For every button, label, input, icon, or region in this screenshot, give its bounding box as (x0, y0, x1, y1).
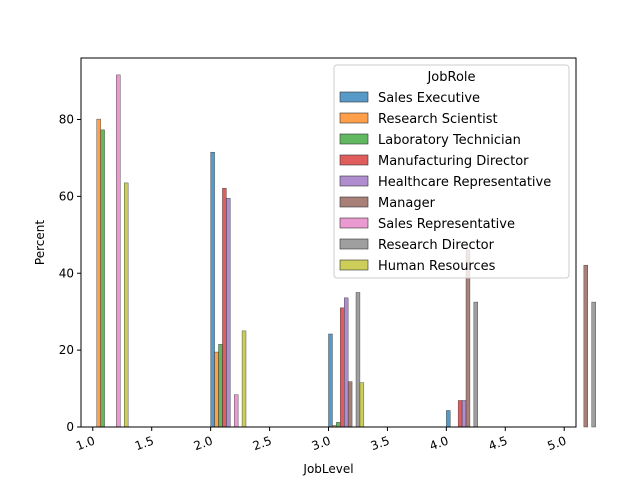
x-tick-label: 5.0 (545, 434, 568, 454)
y-tick-label: 80 (59, 113, 74, 127)
bar (359, 382, 365, 428)
legend-label: Healthcare Representative (378, 175, 551, 190)
x-tick-label: 3.5 (369, 434, 392, 454)
legend-swatch (339, 112, 369, 124)
bar (116, 74, 121, 428)
legend-label: Manager (378, 196, 436, 211)
bar (446, 410, 451, 428)
legend-swatch (339, 91, 369, 103)
legend-swatch (339, 259, 369, 271)
legend-label: Human Resources (378, 259, 496, 274)
y-tick-label: 0 (66, 420, 74, 434)
bar (100, 129, 105, 428)
bar (234, 394, 239, 428)
bar (124, 182, 129, 428)
legend-label: Sales Executive (378, 91, 480, 106)
y-tick-label: 40 (59, 266, 74, 280)
legend-swatch (339, 238, 369, 250)
bar (226, 198, 231, 428)
bar (336, 422, 341, 428)
legend-label: Laboratory Technician (378, 133, 521, 148)
x-tick-label: 2.5 (251, 434, 274, 454)
legend-swatch (339, 154, 369, 166)
bar (583, 264, 588, 428)
bar (222, 188, 227, 428)
y-axis-label: Percent (33, 220, 47, 265)
bar (347, 381, 353, 428)
bar (218, 344, 223, 428)
x-tick-label: 1.0 (74, 434, 97, 454)
x-tick-label: 1.5 (133, 434, 156, 454)
bar (344, 297, 349, 428)
legend-label: Manufacturing Director (378, 154, 529, 169)
bar (461, 400, 467, 428)
legend-label: Sales Representative (378, 217, 515, 232)
x-tick-label: 4.0 (428, 434, 451, 454)
x-tick-label: 4.5 (487, 434, 510, 454)
y-tick-label: 20 (59, 343, 74, 357)
legend: JobRole Sales Executive Research Scientis… (333, 64, 570, 279)
legend-swatch (339, 133, 369, 145)
bar (591, 301, 596, 428)
legend-box (333, 64, 570, 279)
y-tick-label: 60 (59, 189, 74, 203)
bar (210, 151, 215, 428)
legend-swatch (339, 217, 369, 229)
legend-items: Sales Executive Research Scientist Laborat… (339, 91, 551, 274)
bar (96, 118, 101, 428)
x-axis-label: JobLevel (302, 462, 353, 476)
x-tick-label: 3.0 (310, 434, 333, 454)
y-axis-ticks: 0 20 40 60 80 (59, 113, 81, 434)
legend-swatch (339, 175, 369, 187)
legend-swatch (339, 196, 369, 208)
bar (355, 292, 361, 428)
bar (457, 400, 463, 428)
x-axis-ticks: 1.0 1.5 2.0 2.5 3.0 3.5 4.0 4.5 5.0 (74, 427, 568, 453)
legend-label: Research Director (378, 238, 495, 253)
x-tick-label: 2.0 (192, 434, 215, 454)
legend-title: JobRole (426, 70, 475, 85)
bar (473, 301, 478, 428)
bar (328, 333, 333, 428)
bar (214, 351, 219, 428)
bar (340, 307, 345, 428)
legend-label: Research Scientist (378, 112, 498, 127)
bar (241, 330, 247, 428)
